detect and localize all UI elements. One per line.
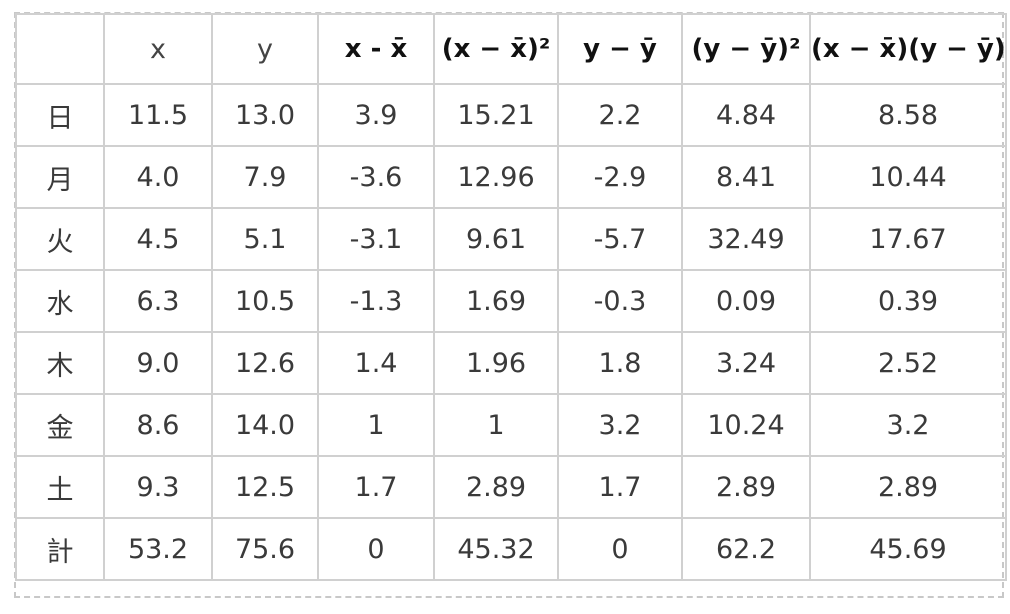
table-cell: 4.84 [681, 83, 811, 147]
row-label: 金 [15, 393, 105, 457]
table-cell: 9.61 [433, 207, 559, 271]
table-cell: 3.24 [681, 331, 811, 395]
table-cell: -5.7 [557, 207, 683, 271]
table-cell: 8.6 [103, 393, 213, 457]
table-cell: 8.58 [809, 83, 1007, 147]
table-cell: 45.69 [809, 517, 1007, 581]
table-cell: 17.67 [809, 207, 1007, 271]
table-cell: 0 [557, 517, 683, 581]
table-cell: 7.9 [211, 145, 319, 209]
table-cell: 13.0 [211, 83, 319, 147]
row-label: 火 [15, 207, 105, 271]
corner-cell [15, 13, 105, 85]
column-header: x [103, 13, 213, 85]
table-cell: 14.0 [211, 393, 319, 457]
table-cell: 10.5 [211, 269, 319, 333]
table-cell: 1.96 [433, 331, 559, 395]
table-cell: -3.1 [317, 207, 435, 271]
table-cell: 2.52 [809, 331, 1007, 395]
table-cell: 3.2 [557, 393, 683, 457]
table-cell: -2.9 [557, 145, 683, 209]
table-body: 日 11.5 13.0 3.9 15.21 2.2 4.84 8.58 月 4.0 7.9 -3.6 1… [15, 83, 1007, 581]
row-label: 月 [15, 145, 105, 209]
table-cell: 12.96 [433, 145, 559, 209]
table-cell: 15.21 [433, 83, 559, 147]
table-row: 土 9.3 12.5 1.7 2.89 1.7 2.89 2.89 [15, 455, 1007, 519]
column-header: y − ȳ [557, 13, 683, 85]
row-label: 土 [15, 455, 105, 519]
column-header: (x − x̄)² [433, 13, 559, 85]
table-cell: 45.32 [433, 517, 559, 581]
table-cell: 32.49 [681, 207, 811, 271]
table-cell: 0.39 [809, 269, 1007, 333]
row-label: 水 [15, 269, 105, 333]
table-row: 日 11.5 13.0 3.9 15.21 2.2 4.84 8.58 [15, 83, 1007, 147]
column-header: x - x̄ [317, 13, 435, 85]
table-cell: 1.69 [433, 269, 559, 333]
table-cell: 1 [317, 393, 435, 457]
table-cell: 0 [317, 517, 435, 581]
table-cell: 4.0 [103, 145, 213, 209]
table-cell: 62.2 [681, 517, 811, 581]
table-cell: 1 [433, 393, 559, 457]
column-header: (y − ȳ)² [681, 13, 811, 85]
column-header: y [211, 13, 319, 85]
table-cell: 53.2 [103, 517, 213, 581]
table-cell: 4.5 [103, 207, 213, 271]
row-label: 計 [15, 517, 105, 581]
table-cell: 11.5 [103, 83, 213, 147]
table-cell: 2.2 [557, 83, 683, 147]
table-row: 金 8.6 14.0 1 1 3.2 10.24 3.2 [15, 393, 1007, 457]
table-cell: 12.6 [211, 331, 319, 395]
table-cell: 1.8 [557, 331, 683, 395]
table-cell: 1.7 [317, 455, 435, 519]
table-cell: 1.7 [557, 455, 683, 519]
table-cell: 8.41 [681, 145, 811, 209]
table-row: 月 4.0 7.9 -3.6 12.96 -2.9 8.41 10.44 [15, 145, 1007, 209]
table-cell: -0.3 [557, 269, 683, 333]
table-row: 火 4.5 5.1 -3.1 9.61 -5.7 32.49 17.67 [15, 207, 1007, 271]
table-cell: 0.09 [681, 269, 811, 333]
table-cell: 1.4 [317, 331, 435, 395]
table-cell: 75.6 [211, 517, 319, 581]
table-cell: 3.2 [809, 393, 1007, 457]
table-cell: 9.3 [103, 455, 213, 519]
table-cell: 2.89 [681, 455, 811, 519]
table-cell: 2.89 [809, 455, 1007, 519]
table-cell: 10.24 [681, 393, 811, 457]
table-cell: 12.5 [211, 455, 319, 519]
table-cell: -3.6 [317, 145, 435, 209]
table-cell: 10.44 [809, 145, 1007, 209]
table-cell: 2.89 [433, 455, 559, 519]
column-header: (x − x̄)(y − ȳ) [809, 13, 1007, 85]
table-cell: 5.1 [211, 207, 319, 271]
table-cell: 9.0 [103, 331, 213, 395]
table-row: 計 53.2 75.6 0 45.32 0 62.2 45.69 [15, 517, 1007, 581]
table-row: 木 9.0 12.6 1.4 1.96 1.8 3.24 2.52 [15, 331, 1007, 395]
row-label: 日 [15, 83, 105, 147]
table-cell: -1.3 [317, 269, 435, 333]
row-label: 木 [15, 331, 105, 395]
table-cell: 6.3 [103, 269, 213, 333]
table-cell: 3.9 [317, 83, 435, 147]
table-row: 水 6.3 10.5 -1.3 1.69 -0.3 0.09 0.39 [15, 269, 1007, 333]
